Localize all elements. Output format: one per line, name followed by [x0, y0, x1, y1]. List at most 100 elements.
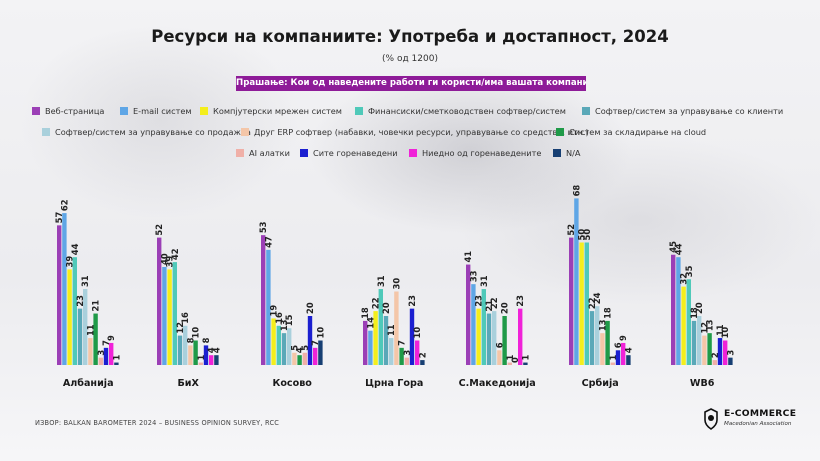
- data-label: 2: [417, 352, 427, 358]
- data-label: 4: [623, 347, 633, 353]
- data-label: 3: [725, 350, 735, 356]
- data-label: 21: [91, 300, 101, 312]
- data-label: 9: [618, 335, 628, 341]
- bar: [302, 352, 307, 365]
- data-label: 41: [463, 251, 473, 263]
- bar: [83, 289, 88, 365]
- bar: [67, 269, 72, 365]
- data-label: 68: [571, 185, 581, 197]
- bar: [595, 306, 600, 365]
- legend-swatch: [556, 128, 564, 136]
- bar: [183, 325, 188, 365]
- bar: [307, 316, 313, 365]
- data-label: 20: [500, 302, 510, 314]
- bar: [177, 335, 183, 365]
- legend-swatch: [236, 149, 244, 157]
- bar: [691, 320, 697, 365]
- data-label: 45: [668, 241, 678, 253]
- bar: [373, 311, 378, 365]
- bar: [318, 340, 323, 365]
- data-label: 3: [402, 350, 412, 356]
- bar: [261, 235, 266, 365]
- data-label: 4: [295, 347, 305, 353]
- data-label: 53: [258, 221, 268, 233]
- legend-swatch: [553, 149, 561, 157]
- bar: [486, 313, 492, 365]
- data-label: 35: [684, 265, 694, 277]
- data-label: 10: [412, 327, 422, 339]
- data-label: 18: [689, 307, 699, 319]
- legend-swatch: [120, 107, 128, 115]
- data-label: 39: [165, 256, 175, 268]
- legend-item: Ниедно од горенаведените: [409, 148, 541, 158]
- data-label: 1: [196, 355, 206, 361]
- category-label: Црна Гора: [365, 378, 423, 389]
- bar: [287, 328, 292, 365]
- bar: [579, 242, 584, 365]
- data-label: 11: [85, 324, 95, 336]
- data-label: 2: [710, 352, 720, 358]
- bar: [415, 340, 420, 365]
- data-label: 16: [274, 312, 284, 324]
- bar: [271, 318, 276, 365]
- bar: [481, 289, 486, 365]
- legend-item: N/A: [553, 148, 580, 158]
- data-label: 39: [65, 256, 75, 268]
- data-label: 12: [699, 322, 709, 334]
- data-label: 7: [397, 340, 407, 346]
- bar: [728, 357, 733, 365]
- bar: [723, 340, 728, 365]
- bar: [103, 347, 109, 365]
- bar: [471, 284, 476, 365]
- logo-name: E-COMMERCE: [724, 408, 797, 419]
- data-label: 31: [80, 275, 90, 287]
- bar: [574, 198, 579, 365]
- bar: [712, 360, 717, 365]
- legend-label: Софтвер/систем за управување со клиенти: [595, 106, 784, 116]
- data-label: 23: [407, 295, 417, 307]
- bar: [600, 333, 605, 365]
- bar: [584, 242, 589, 365]
- data-label: 21: [484, 300, 494, 312]
- data-label: 11: [715, 324, 725, 336]
- data-label: 62: [59, 199, 69, 211]
- bar: [610, 362, 615, 365]
- bar: [368, 330, 373, 365]
- chart-title: Ресурси на компаниите: Употреба и достап…: [151, 27, 669, 46]
- bar: [109, 342, 114, 365]
- legend-label: N/A: [566, 148, 581, 158]
- bar: [717, 338, 723, 365]
- data-label: 18: [603, 307, 613, 319]
- data-label: 4: [211, 347, 221, 353]
- source-note: ИЗВОР: BALKAN BAROMETER 2024 – BUSINESS …: [35, 419, 280, 427]
- bar: [686, 279, 691, 365]
- bar: [281, 333, 287, 365]
- data-label: 23: [474, 295, 484, 307]
- category-label: Албанија: [63, 377, 114, 389]
- survey-question: Прашање: Кои од наведените работи ги кор…: [236, 76, 586, 91]
- legend-label: Ниедно од горенаведените: [422, 148, 542, 158]
- data-label: 33: [468, 270, 478, 282]
- bar: [172, 262, 177, 365]
- bar: [62, 213, 67, 365]
- category-label: С.Македонија: [459, 377, 536, 389]
- data-label: 5: [289, 345, 299, 351]
- bar: [297, 355, 302, 365]
- legend-label: Друг ERP софтвер (набавки, човечки ресур…: [254, 127, 589, 137]
- data-label: 16: [180, 312, 190, 324]
- legend-label: E-mail систем: [133, 106, 192, 116]
- bar: [72, 257, 77, 365]
- data-label: 24: [592, 292, 602, 304]
- bar: [157, 237, 162, 365]
- data-label: 18: [360, 307, 370, 319]
- bar: [313, 347, 318, 365]
- data-label: 6: [613, 342, 623, 348]
- bar: [676, 257, 681, 365]
- data-label: 6: [494, 342, 504, 348]
- data-label: 20: [305, 302, 315, 314]
- data-label: 47: [263, 236, 273, 248]
- legend-swatch: [582, 107, 590, 115]
- data-label: 23: [75, 295, 85, 307]
- bar: [476, 308, 481, 365]
